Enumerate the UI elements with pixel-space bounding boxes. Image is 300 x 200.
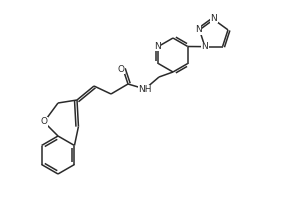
Text: O: O [40,117,47,127]
Text: N: N [195,25,202,34]
Text: NH: NH [138,86,152,95]
Text: N: N [210,14,217,23]
Text: N: N [202,42,208,51]
Text: O: O [118,64,124,73]
Text: N: N [154,42,161,51]
